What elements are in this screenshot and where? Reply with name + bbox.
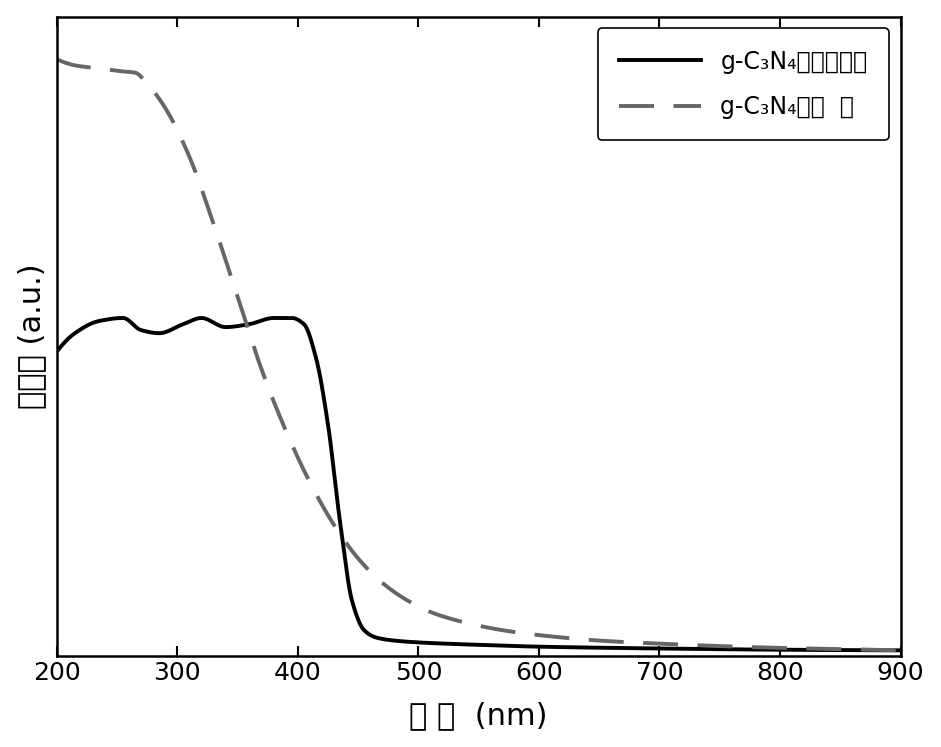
Y-axis label: 吸光度 (a.u.): 吸光度 (a.u.) (17, 264, 46, 409)
Legend: g-C₃N₄聚合物材料, g-C₃N₄纳米  片: g-C₃N₄聚合物材料, g-C₃N₄纳米 片 (598, 28, 888, 140)
X-axis label: 波 长  (nm): 波 长 (nm) (409, 701, 548, 731)
